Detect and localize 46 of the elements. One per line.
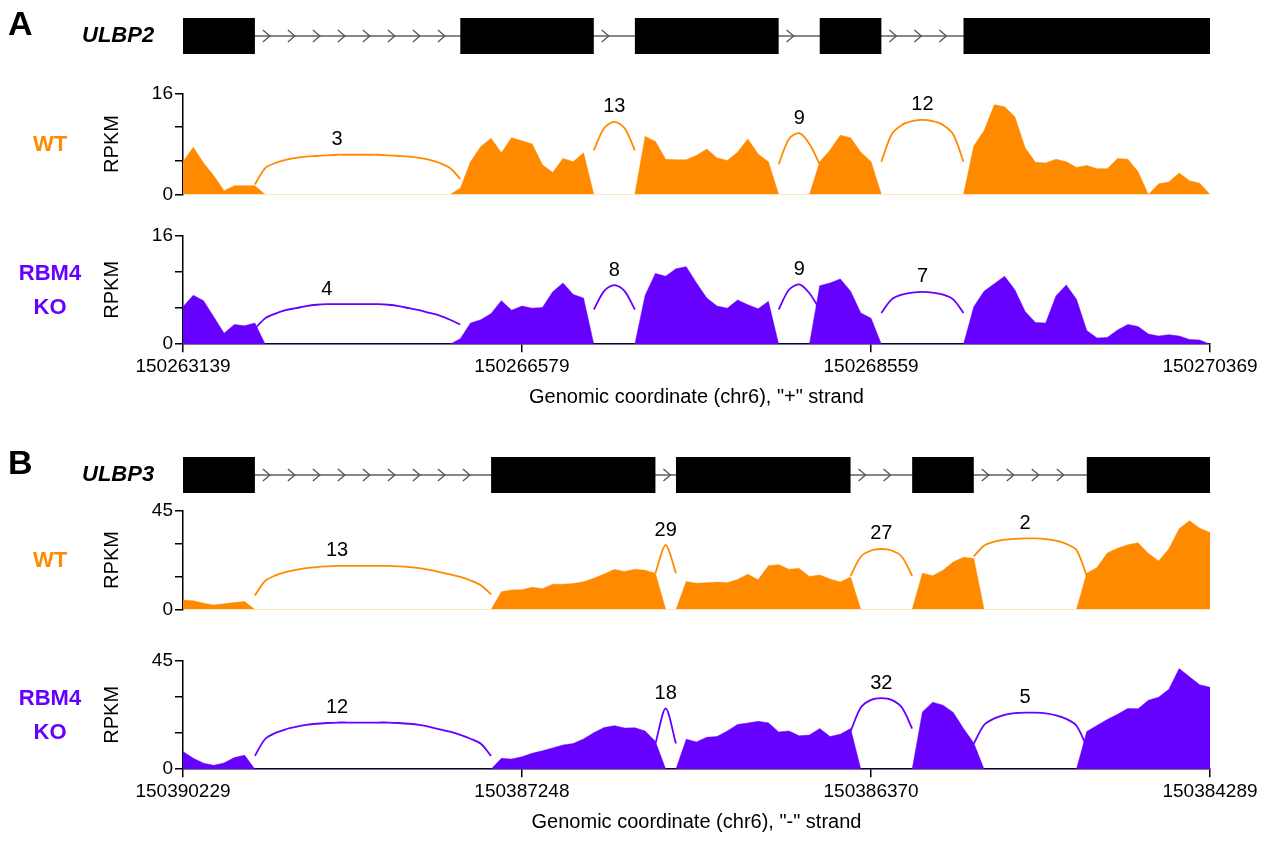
annotation: 13 (603, 94, 626, 117)
chart-title: B (8, 443, 33, 482)
y-tick-label: 16 (151, 223, 173, 245)
annotation: 8 (608, 257, 620, 280)
chart-subtitle: ULBP3 (82, 461, 155, 487)
annotation: 12 (911, 92, 934, 115)
annotation: 4 (321, 276, 333, 299)
y-axis-title: RPKM (99, 685, 122, 744)
x-tick-label: 150386370 (823, 779, 919, 801)
annotation: 9 (793, 105, 805, 128)
y-tick-label: 45 (151, 498, 173, 520)
annotation: 9 (793, 256, 805, 279)
x-tick-label: 150263139 (135, 354, 231, 376)
y-axis-title: RPKM (99, 115, 122, 173)
x-tick-label: 150387248 (474, 779, 570, 801)
annotation: 2 (1019, 510, 1031, 533)
y-axis-title: RPKM (99, 260, 122, 319)
x-tick-label: 150270369 (1162, 354, 1258, 376)
x-axis-title: Genomic coordinate (chr6), "-" strand (531, 809, 862, 832)
y-tick-label: 0 (162, 597, 173, 619)
annotation: 7 (916, 264, 928, 287)
annotation: 32 (870, 670, 893, 693)
x-tick-label: 150266579 (474, 354, 570, 376)
text: WT (31, 130, 69, 158)
text: WT (31, 546, 69, 574)
y-axis-title: RPKM (99, 531, 122, 589)
x-tick-label: 150384289 (1162, 779, 1258, 801)
x-axis-title: Genomic coordinate (chr6), "+" strand (529, 384, 864, 407)
chart-subtitle: ULBP2 (82, 22, 155, 48)
y-tick-label: 0 (162, 332, 173, 354)
annotation: 29 (654, 517, 677, 540)
annotation: 13 (325, 538, 349, 561)
annotation: 5 (1019, 685, 1031, 708)
annotation: 18 (654, 681, 677, 704)
y-tick-label: 45 (151, 648, 173, 670)
annotation: 12 (325, 695, 349, 718)
text: RBM4 KO (17, 258, 83, 321)
y-tick-label: 0 (162, 182, 173, 204)
x-tick-label: 150390229 (135, 779, 231, 801)
annotation: 27 (870, 521, 893, 544)
text: RBM4 KO (17, 683, 83, 746)
x-tick-label: 150268559 (823, 354, 919, 376)
annotation: 3 (331, 127, 343, 150)
y-tick-label: 16 (151, 81, 173, 103)
chart-title: A (8, 4, 33, 43)
y-tick-label: 0 (162, 757, 173, 779)
